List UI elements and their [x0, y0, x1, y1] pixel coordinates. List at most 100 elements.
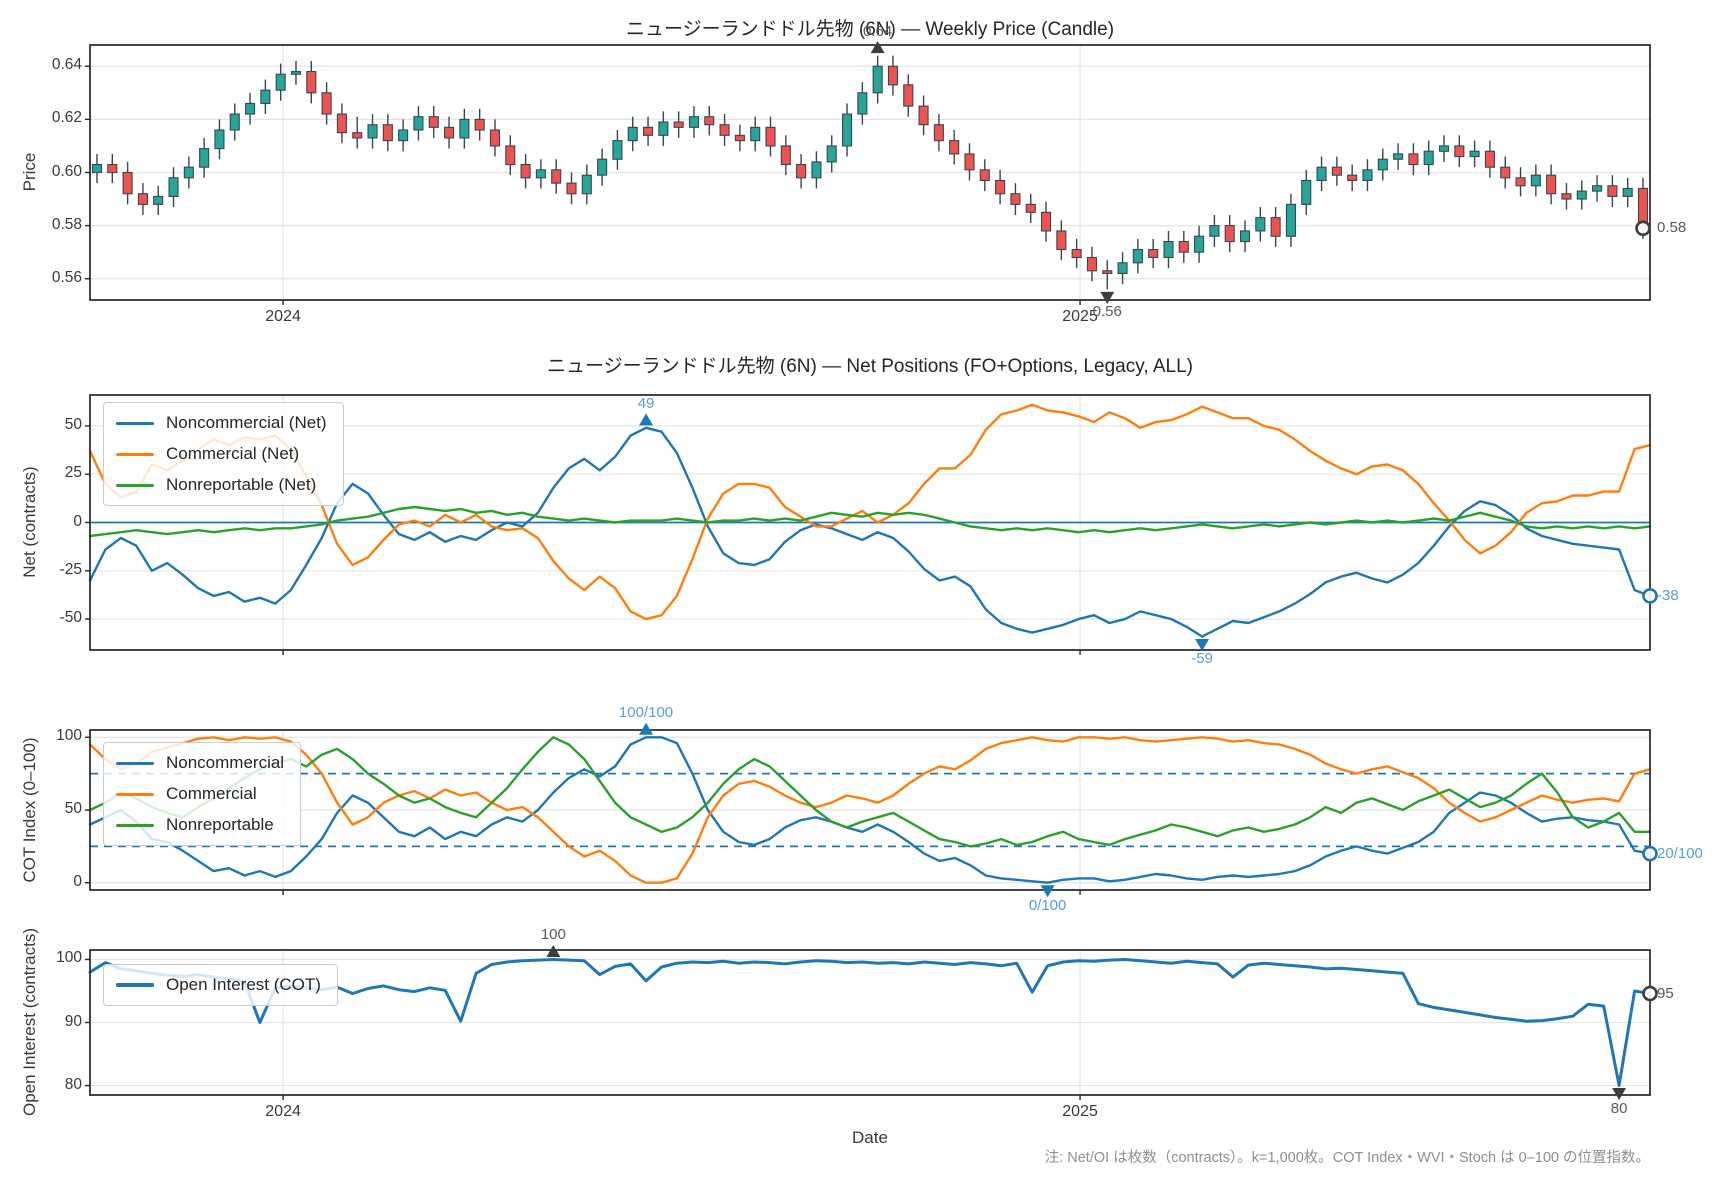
candle-up — [413, 116, 424, 131]
legend-row: Commercial (Net) — [116, 443, 327, 465]
candle-down — [444, 126, 455, 139]
candle-up — [826, 145, 837, 163]
candle-down — [1347, 174, 1358, 182]
oi-panel — [85, 949, 1652, 1100]
marker-circle — [1642, 985, 1658, 1002]
candle-down — [137, 193, 148, 205]
candle-down — [1071, 248, 1082, 259]
candle-up — [1530, 174, 1541, 187]
candle-down — [719, 124, 730, 136]
candle-down — [949, 140, 960, 155]
candle-down — [1454, 145, 1465, 158]
legend-label: Noncommercial (Net) — [166, 413, 327, 432]
candle-down — [887, 65, 899, 86]
legend-row: Noncommercial — [116, 752, 284, 774]
candle-down — [474, 118, 485, 131]
candle-down — [1500, 166, 1511, 179]
y-tick-label: -25 — [59, 560, 82, 578]
y-tick-label: 80 — [64, 1075, 82, 1093]
y-tick-label: 50 — [64, 800, 82, 817]
candle-down — [336, 113, 347, 134]
candle-down — [933, 124, 944, 142]
legend-row: Open Interest (COT) — [116, 974, 321, 996]
y-tick-label: 0.58 — [51, 215, 82, 233]
line-series — [88, 505, 1652, 538]
y-tick-label: 0 — [73, 872, 82, 890]
candle-down — [1408, 153, 1419, 166]
candle-up — [398, 129, 409, 142]
price-panel — [85, 44, 1651, 305]
candle-down — [321, 92, 332, 115]
price-panel-title: ニュージーランドドル先物 (6N) — Weekly Price (Candle… — [625, 19, 1115, 40]
commercial-swatch — [116, 792, 154, 796]
candle-down — [1607, 185, 1618, 197]
candle-up — [168, 177, 179, 197]
candle-up — [581, 174, 592, 195]
candle-up — [290, 71, 302, 75]
candle-up — [841, 113, 853, 147]
candle-up — [597, 158, 608, 176]
marker-triangle-down — [1040, 885, 1055, 898]
candle-up — [1576, 190, 1587, 200]
candle-down — [107, 163, 118, 174]
legend-label: Nonreportable — [166, 815, 274, 834]
noncommercial-swatch — [116, 761, 154, 765]
candle-down — [352, 132, 363, 139]
net-panel — [85, 394, 1652, 655]
candle-up — [1209, 225, 1220, 237]
candle-down — [1010, 193, 1021, 205]
candle-down — [734, 134, 745, 142]
candle-down — [1148, 248, 1159, 259]
candle-down — [1086, 256, 1098, 272]
y-tick-label: 0.56 — [51, 268, 82, 286]
candlestick-series — [91, 55, 1649, 290]
candle-up — [1393, 153, 1404, 160]
candle-up — [260, 89, 271, 104]
candle-up — [811, 161, 822, 179]
x-tick-label: 2025 — [1062, 1103, 1098, 1120]
annotation--38: -38 — [1657, 586, 1679, 604]
x-axis-label: Date — [852, 1128, 888, 1147]
candle-up — [688, 116, 700, 128]
line-series — [88, 736, 1652, 848]
marker-circle — [1635, 220, 1651, 237]
candle-down — [1331, 166, 1342, 176]
y-tick-label: 25 — [64, 464, 82, 482]
candle-down — [1515, 177, 1526, 187]
candle-down — [382, 124, 393, 142]
candle-down — [1025, 203, 1036, 213]
candle-up — [1255, 217, 1266, 232]
candle-up — [91, 163, 103, 174]
candle-down — [673, 121, 684, 128]
candle-down — [979, 169, 990, 182]
candle-up — [1301, 179, 1312, 205]
candle-up — [1423, 150, 1434, 166]
candle-up — [1239, 230, 1251, 243]
annotation-100: 100 — [540, 926, 566, 944]
marker-circle — [1642, 588, 1658, 604]
candle-up — [1132, 248, 1143, 264]
y-tick-label: 50 — [64, 415, 82, 433]
nonreportable-swatch — [116, 823, 154, 827]
candle-up — [1438, 145, 1450, 152]
y-tick-label: 100 — [56, 949, 82, 967]
noncommercial-net-swatch — [116, 421, 154, 425]
candle-up — [367, 124, 378, 139]
annotation-80: 80 — [1610, 1099, 1628, 1117]
candle-down — [642, 126, 654, 136]
candle-up — [1194, 235, 1205, 253]
candle-up — [627, 126, 638, 142]
line-series — [88, 403, 1652, 621]
candle-up — [275, 73, 286, 91]
net-legend: Noncommercial (Net) Commercial (Net) Non… — [103, 402, 344, 506]
line-series — [88, 958, 1652, 1087]
marker-triangle-up — [639, 413, 654, 426]
y-tick-label: 0.64 — [51, 56, 82, 74]
candle-up — [1362, 169, 1373, 182]
annotation-0.64: 0.64 — [863, 22, 893, 40]
x-tick-label: 2025 — [1062, 308, 1098, 325]
candle-down — [1270, 217, 1281, 237]
y-tick-label: 0 — [73, 512, 82, 530]
candle-down — [306, 71, 317, 94]
